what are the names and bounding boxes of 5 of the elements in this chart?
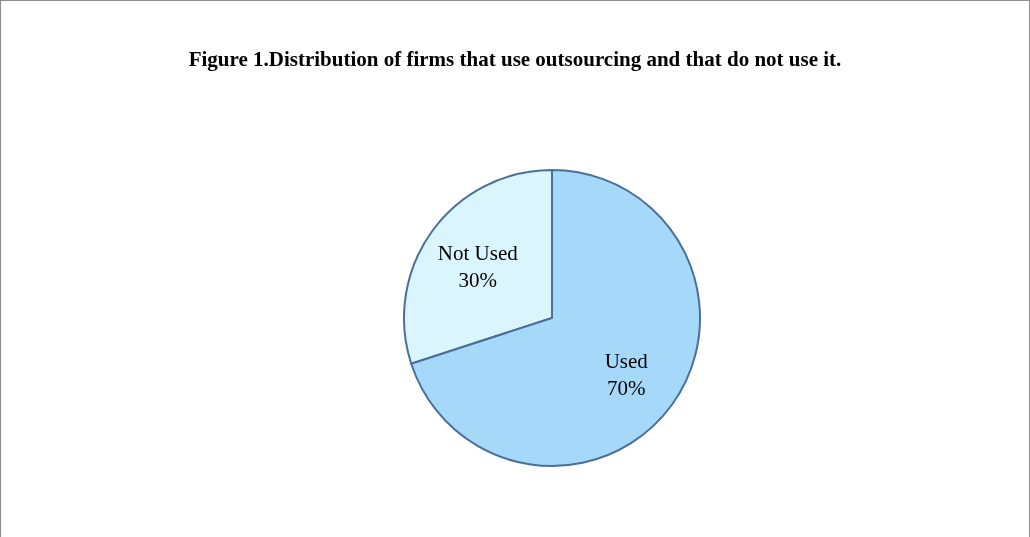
chart-title: Figure 1.Distribution of firms that use outsourcing and that do not use it. [188,47,842,71]
data-label: 70% [606,375,646,400]
slice-label: Used [604,348,649,373]
slice-label: Not Used [437,241,519,266]
data-label: 30% [458,268,498,293]
